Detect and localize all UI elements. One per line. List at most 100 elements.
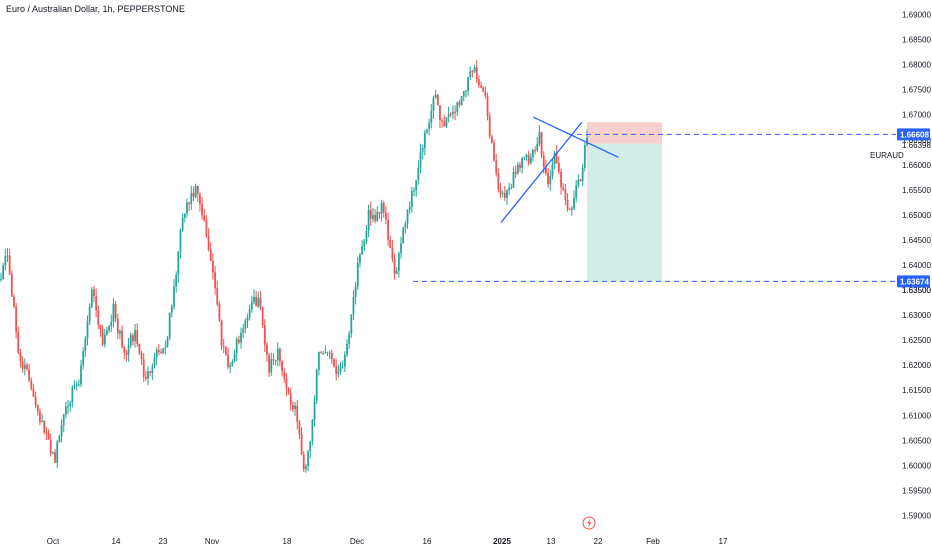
candle-body — [173, 286, 175, 307]
candle-body — [564, 189, 567, 201]
candle-body — [538, 132, 541, 144]
y-tick-label: 1.63500 — [902, 286, 931, 295]
candle-body — [17, 332, 20, 353]
x-tick-label: Oct — [47, 537, 60, 546]
candle-body — [423, 132, 426, 148]
trend-lines[interactable] — [500, 116, 619, 223]
candle-body — [521, 157, 524, 168]
candle-body — [88, 306, 91, 322]
candle-body — [281, 361, 284, 372]
candle-body — [482, 87, 485, 92]
candle-body — [270, 359, 273, 373]
x-tick-label: 13 — [547, 537, 556, 546]
y-tick-label: 1.61000 — [902, 411, 931, 420]
candle-body — [54, 452, 56, 463]
candle-body — [160, 352, 162, 354]
event-marker[interactable] — [582, 516, 596, 530]
candle-body — [458, 102, 461, 105]
candle-body — [240, 332, 242, 343]
candle-body — [339, 367, 342, 372]
x-tick-label: Nov — [205, 537, 219, 546]
candle-body — [449, 113, 452, 115]
x-tick-label: 22 — [594, 537, 603, 546]
candle-body — [127, 345, 130, 355]
x-tick-label: 2025 — [493, 537, 511, 546]
candle-body — [583, 145, 586, 168]
candle-body — [413, 190, 415, 192]
candle-body — [330, 352, 333, 360]
time-axis[interactable]: Oct 14 23 Nov 18 Dec 16 2025 13 22 Feb 17 — [47, 537, 728, 546]
candle-body — [523, 156, 526, 158]
candle-body — [542, 155, 545, 168]
x-tick-label: 14 — [112, 537, 121, 546]
candle-body — [369, 209, 372, 219]
candle-body — [320, 352, 322, 354]
x-tick-label: 16 — [423, 537, 432, 546]
candle-body — [475, 67, 478, 80]
candle-body — [549, 176, 552, 185]
candle-body — [0, 279, 2, 281]
price-label: 1.66398 — [902, 141, 931, 150]
candle-body — [490, 136, 493, 143]
candle-body — [346, 343, 348, 355]
candle-body — [6, 255, 9, 257]
candle-body — [43, 420, 46, 433]
upper-trend-line[interactable] — [533, 116, 619, 158]
candle-body — [372, 215, 374, 219]
candle-body — [352, 297, 355, 315]
candle-body — [545, 167, 547, 174]
candle-body — [477, 79, 480, 86]
candle-body — [132, 335, 134, 342]
candle-body — [112, 303, 115, 322]
candle-body — [586, 137, 588, 146]
candle-body — [201, 204, 203, 216]
candle-body — [51, 452, 54, 454]
y-tick-label: 1.69000 — [902, 11, 931, 20]
y-tick-label: 1.65500 — [902, 186, 931, 195]
horizontal-lines[interactable] — [413, 133, 896, 282]
candle-body — [473, 67, 476, 72]
candle-body — [510, 187, 513, 189]
stop-loss-zone[interactable] — [587, 122, 662, 144]
candle-body — [218, 304, 221, 321]
candle-body — [84, 338, 87, 352]
lower-trend-line[interactable] — [500, 121, 583, 223]
x-tick-label: Feb — [646, 537, 660, 546]
candle-body — [101, 329, 104, 345]
candle-body — [62, 414, 65, 426]
position-zones[interactable] — [587, 122, 662, 282]
price-tags: 1.66608 1.63674 — [897, 128, 930, 288]
candle-body — [222, 345, 225, 348]
y-tick-label: 1.60000 — [902, 461, 931, 470]
candle-body — [397, 253, 400, 271]
candle-body — [445, 117, 448, 127]
candle-body — [255, 296, 258, 307]
candle-body — [41, 420, 43, 423]
candle-body — [378, 211, 381, 214]
candle-body — [460, 96, 463, 105]
y-tick-label: 1.68500 — [902, 36, 931, 45]
take-profit-zone[interactable] — [587, 143, 662, 282]
candle-body — [361, 246, 364, 255]
candle-body — [441, 120, 444, 122]
candle-body — [246, 316, 249, 321]
candle-body — [155, 349, 158, 358]
candle-body — [235, 339, 238, 354]
candle-body — [497, 173, 500, 190]
candle-body — [421, 147, 424, 152]
candle-body — [123, 347, 126, 353]
candle-body — [157, 349, 160, 353]
candle-body — [227, 354, 229, 368]
candle-body — [136, 330, 139, 344]
candle-body — [257, 297, 260, 307]
candle-body — [244, 320, 247, 329]
candle-body — [465, 90, 467, 92]
candle-body — [436, 94, 439, 106]
candle-body — [302, 454, 305, 470]
price-tag — [897, 128, 930, 141]
price-axis[interactable]: 1.690001.685001.680001.675001.670001.665… — [870, 11, 931, 521]
candle-body — [67, 406, 69, 408]
candle-body — [568, 208, 571, 210]
y-tick-label: 1.68000 — [902, 61, 931, 70]
